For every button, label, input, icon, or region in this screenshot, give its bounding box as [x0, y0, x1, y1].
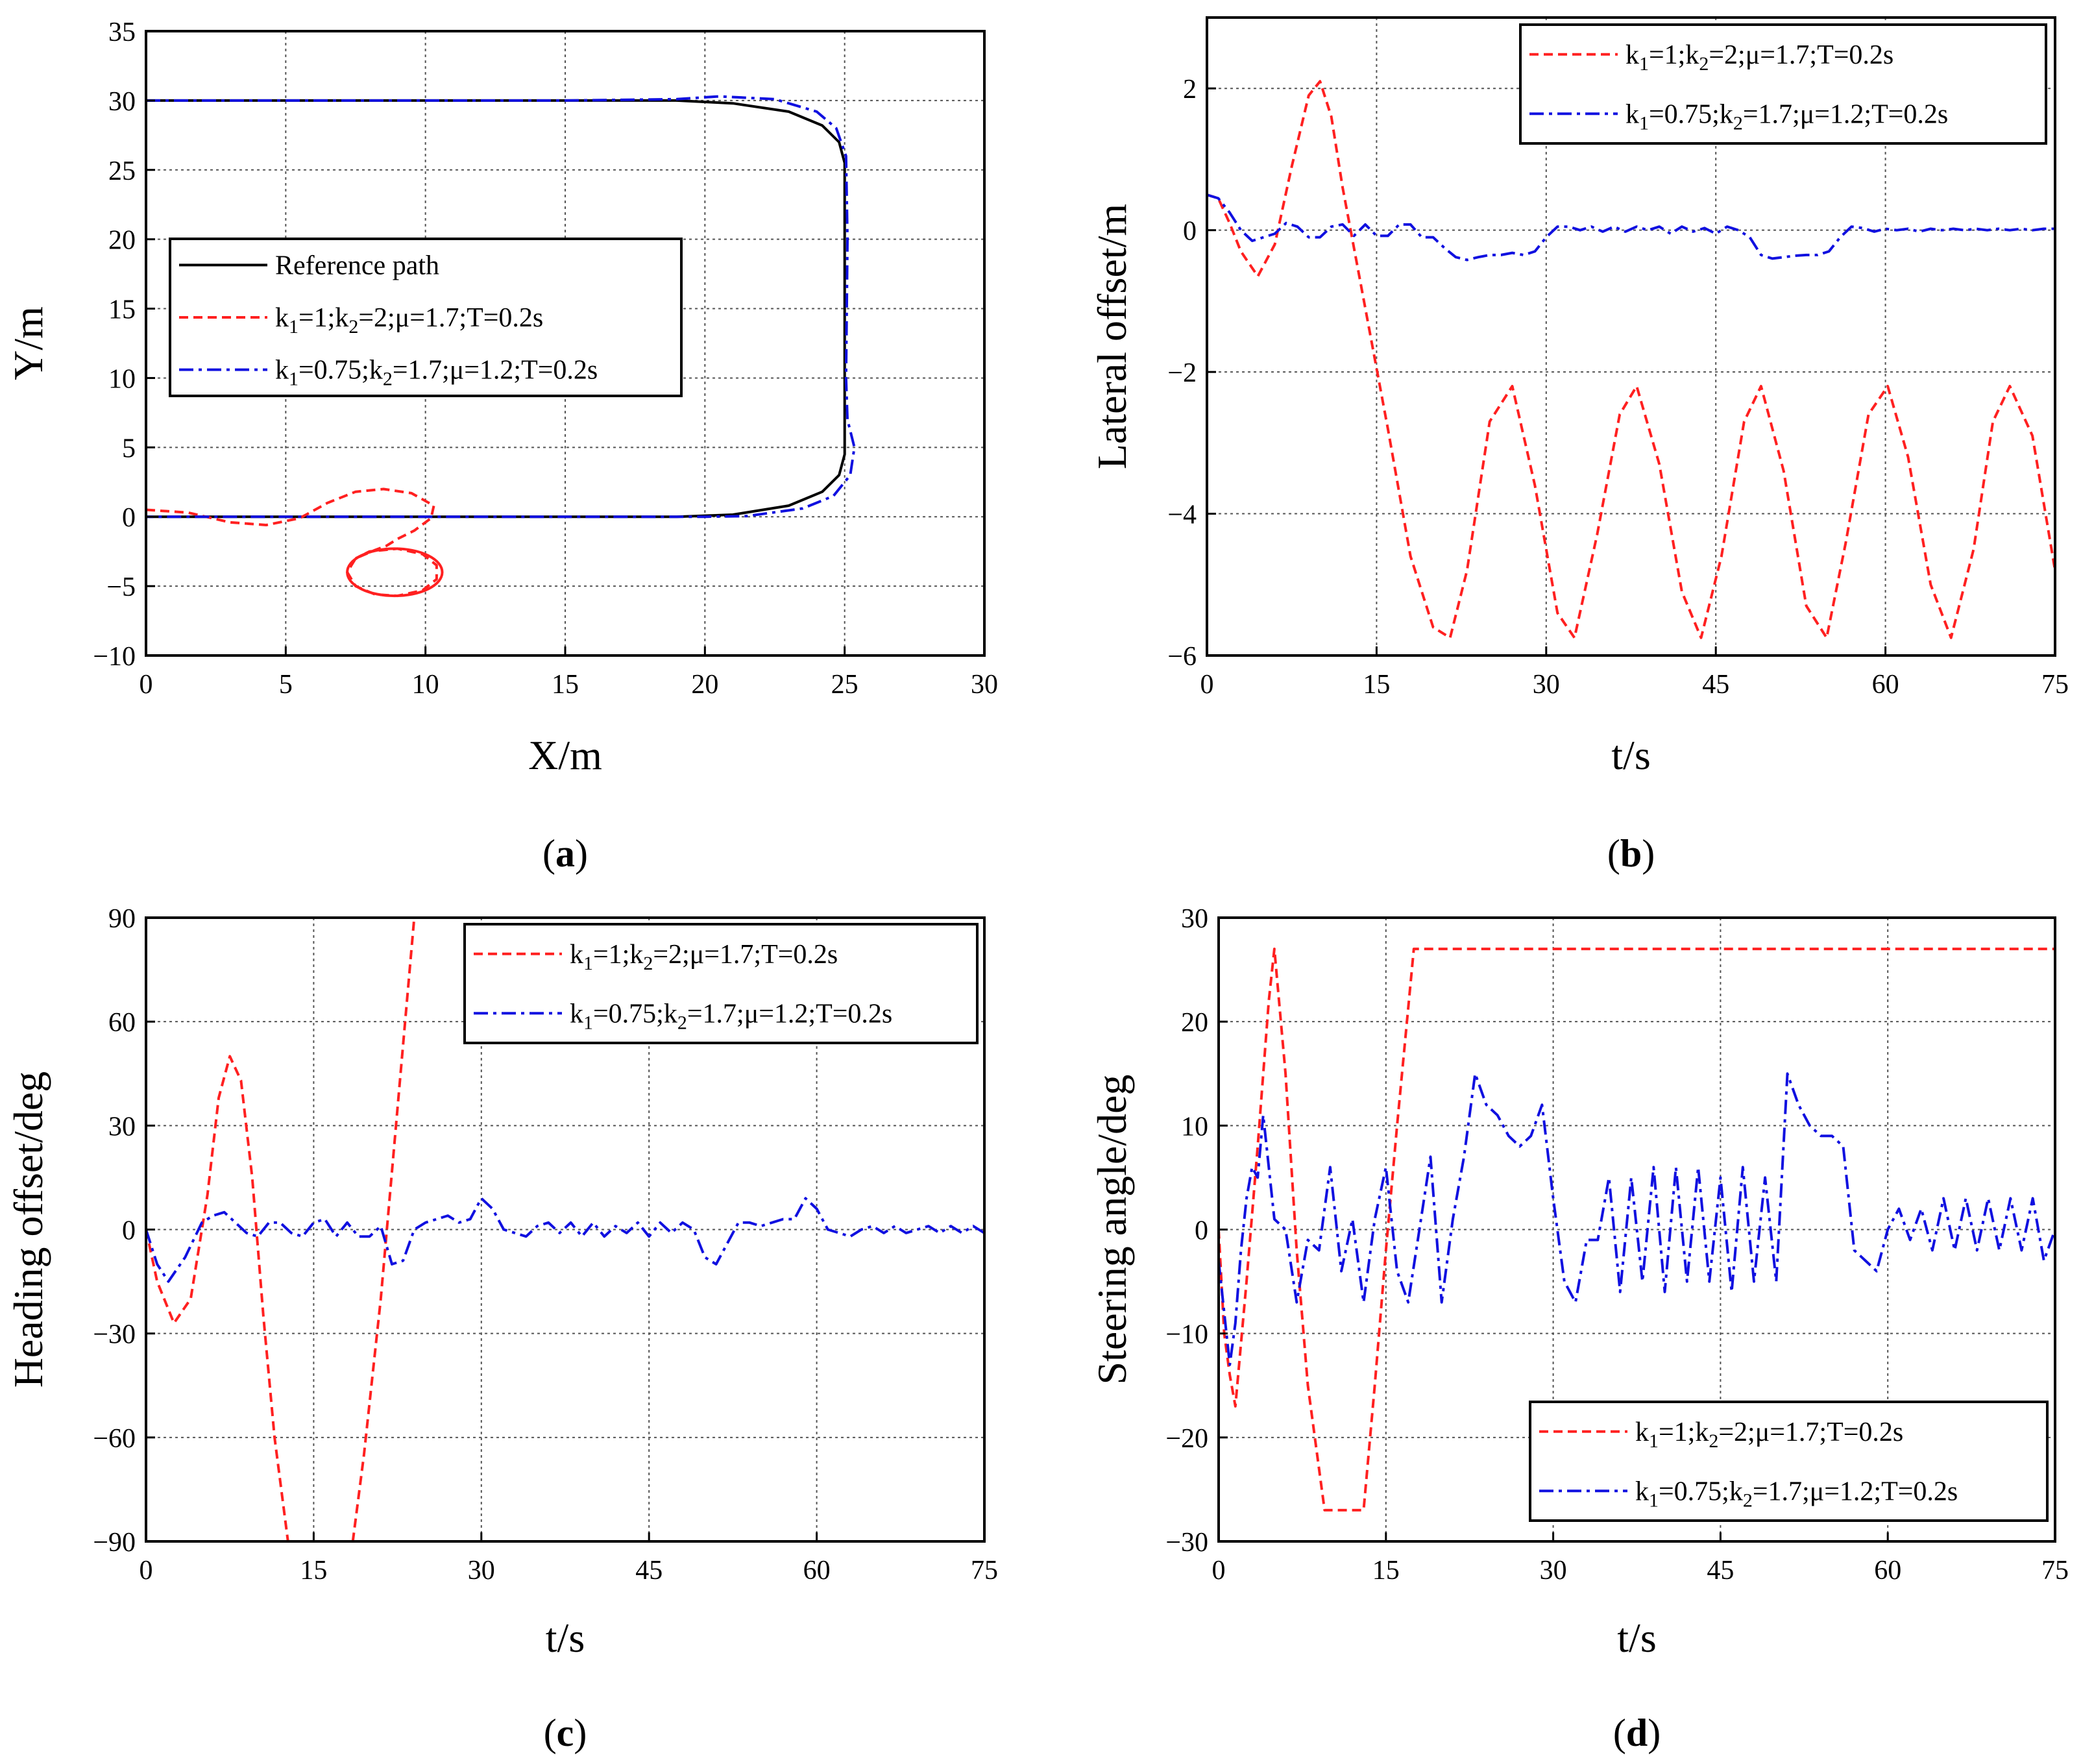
series-line-2 [1207, 193, 2055, 262]
x-tick-label: 15 [1372, 1556, 1400, 1586]
x-tick-label: 30 [1540, 1556, 1567, 1586]
chart-panel-c: 0 15 30 45 60 75 −90 −60 −30 0 30 60 90 t/s Heading of… [5, 904, 998, 1754]
legend-label: k1=1;k2=2;μ=1.7;T=0.2s [275, 303, 543, 337]
x-tick-label: 45 [1707, 1556, 1734, 1586]
y-tick-label: 30 [108, 1112, 136, 1142]
x-tick-label: 15 [552, 670, 579, 700]
x-tick-label: 60 [803, 1556, 831, 1586]
y-tick-label: −20 [1165, 1424, 1208, 1454]
y-axis-label: Steering angle/deg [1089, 1074, 1135, 1384]
y-tick-label: 2 [1183, 75, 1197, 104]
x-tick-label: 60 [1872, 670, 1899, 700]
y-tick-label: −60 [93, 1424, 136, 1454]
series-loop [346, 547, 444, 598]
x-tick-label: 75 [2041, 670, 2069, 700]
x-tick-label: 75 [2041, 1556, 2069, 1586]
series-line-3 [146, 95, 856, 519]
series-line-2 [146, 1197, 984, 1283]
y-tick-label: 0 [1183, 217, 1197, 247]
legend-label: k1=1;k2=2;μ=1.7;T=0.2s [570, 940, 838, 974]
x-tick-label: 0 [1212, 1556, 1226, 1586]
x-tick-label: 5 [279, 670, 293, 700]
plot-frame [1206, 16, 2056, 657]
x-tick-label: 20 [691, 670, 718, 700]
series-line-2 [146, 487, 438, 598]
x-tick-label: 10 [412, 670, 439, 700]
legend: k1=1;k2=2;μ=1.7;T=0.2s k1=0.75;k2=1.7;μ=1… [1519, 23, 2047, 145]
x-axis-label: t/s [1617, 1615, 1656, 1661]
y-tick-label: 0 [122, 1216, 136, 1246]
chart-panel-b: 0 15 30 45 60 75 −6 −4 −2 0 2 t/s Lateral offset/m (b… [1089, 16, 2069, 875]
panel-caption: (c) [544, 1711, 587, 1754]
x-tick-label: 0 [140, 1556, 153, 1586]
x-tick-label: 45 [635, 1556, 663, 1586]
y-tick-label: 10 [1181, 1112, 1208, 1142]
y-tick-label: −90 [93, 1528, 136, 1558]
y-tick-label: 0 [1195, 1216, 1208, 1246]
x-tick-label: 75 [971, 1556, 998, 1586]
y-tick-label: 20 [1181, 1008, 1208, 1038]
x-tick-label: 60 [1874, 1556, 1901, 1586]
y-tick-label: 30 [1181, 904, 1208, 934]
x-tick-label: 45 [1702, 670, 1729, 700]
y-tick-label: −30 [93, 1320, 136, 1350]
legend: k1=1;k2=2;μ=1.7;T=0.2s k1=0.75;k2=1.7;μ=1… [463, 923, 979, 1044]
y-tick-label: 90 [108, 904, 136, 934]
chart-panel-a: 0 5 10 15 20 25 30 −10 −5 0 5 10 15 20 25 30 35 X/m Y/m (a)… [5, 18, 998, 875]
legend-label: k1=0.75;k2=1.7;μ=1.2;T=0.2s [570, 999, 892, 1033]
x-tick-label: 30 [1533, 670, 1560, 700]
series-line-1 [1219, 948, 2055, 1512]
x-tick-label: 30 [971, 670, 998, 700]
panel-caption: (b) [1607, 832, 1655, 875]
y-tick-label: 20 [108, 226, 136, 256]
chart-panel-d: 0 15 30 45 60 75 −30 −20 −10 0 10 20 30 t/s Steering a… [1089, 904, 2069, 1754]
panel-caption: (a) [542, 832, 588, 875]
y-tick-label: −2 [1167, 358, 1197, 388]
x-axis-label: t/s [1611, 732, 1650, 778]
y-tick-label: −10 [1165, 1320, 1208, 1350]
y-axis-label: Heading offset/deg [5, 1072, 51, 1388]
legend-box [1529, 1401, 2049, 1522]
series-line-1 [146, 99, 846, 519]
y-tick-label: 25 [108, 156, 136, 186]
x-tick-label: 25 [831, 670, 858, 700]
legend: Reference path k1=1;k2=2;μ=1.7;T=0.2s k1=0… [169, 238, 683, 397]
x-axis-label: t/s [546, 1615, 585, 1661]
legend-label: k1=0.75;k2=1.7;μ=1.2;T=0.2s [1635, 1476, 1958, 1511]
legend: k1=1;k2=2;μ=1.7;T=0.2s k1=0.75;k2=1.7;μ=1… [1529, 1401, 2049, 1522]
legend-label: Reference path [275, 251, 439, 280]
y-tick-label: −6 [1167, 642, 1197, 672]
x-tick-label: 0 [140, 670, 153, 700]
legend-label: k1=0.75;k2=1.7;μ=1.2;T=0.2s [275, 356, 598, 390]
x-tick-label: 15 [300, 1556, 327, 1586]
x-tick-label: 30 [468, 1556, 495, 1586]
series-line-2 [1219, 1072, 2055, 1366]
y-tick-label: 0 [122, 503, 136, 533]
y-tick-label: −30 [1165, 1528, 1208, 1558]
y-axis-label: Lateral offset/m [1089, 204, 1135, 469]
y-tick-label: −5 [106, 572, 136, 602]
legend-box [1519, 23, 2047, 145]
y-tick-label: 30 [108, 87, 136, 117]
x-tick-label: 0 [1200, 670, 1214, 700]
y-tick-label: −4 [1167, 500, 1197, 530]
y-tick-label: 15 [108, 295, 136, 325]
y-tick-label: −10 [93, 642, 136, 672]
x-axis-label: X/m [528, 732, 602, 778]
y-axis-label: Y/m [5, 306, 51, 380]
y-tick-label: 35 [108, 18, 136, 47]
x-tick-label: 15 [1363, 670, 1390, 700]
panel-caption: (d) [1613, 1711, 1661, 1754]
y-tick-label: 5 [122, 434, 136, 463]
y-tick-label: 60 [108, 1008, 136, 1038]
legend-label: k1=0.75;k2=1.7;μ=1.2;T=0.2s [1625, 99, 1948, 134]
legend-label: k1=1;k2=2;μ=1.7;T=0.2s [1625, 40, 1893, 75]
legend-label: k1=1;k2=2;μ=1.7;T=0.2s [1635, 1417, 1903, 1452]
legend-box [463, 923, 979, 1044]
y-tick-label: 10 [108, 364, 136, 394]
series-line-1 [1207, 80, 2055, 639]
series-line-1 [146, 918, 416, 1541]
